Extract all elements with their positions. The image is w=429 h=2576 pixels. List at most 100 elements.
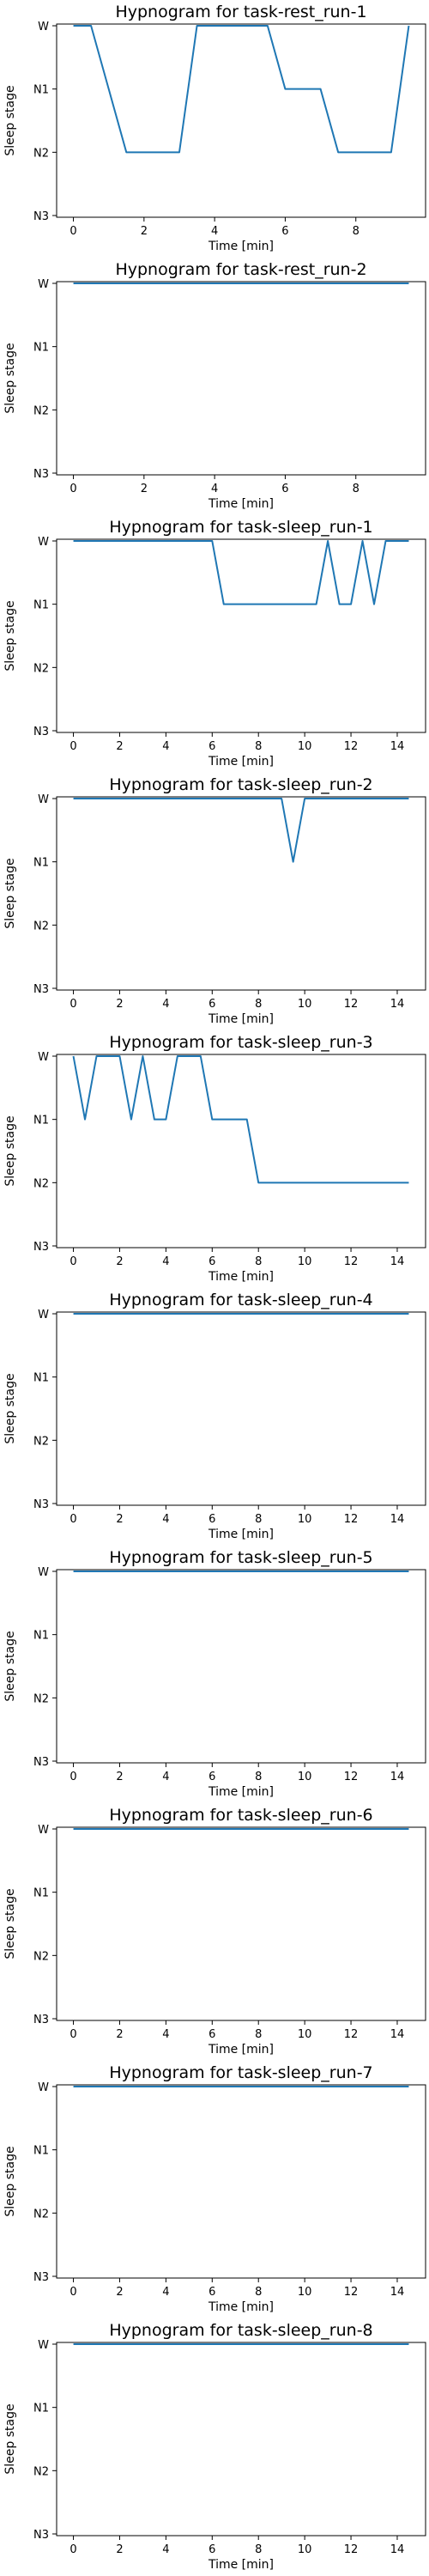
y-tick-label: W: [38, 1824, 49, 1837]
y-tick-label: W: [38, 1309, 49, 1321]
y-axis-label: Sleep stage: [3, 85, 17, 155]
x-tick-label: 6: [208, 2028, 215, 2041]
x-tick-label: 8: [255, 2286, 262, 2299]
plot-frame: [56, 23, 426, 218]
chart-title: Hypnogram for task-sleep_run-1: [109, 518, 372, 537]
x-tick-label: 0: [69, 2286, 76, 2299]
y-tick-label: N2: [33, 1692, 49, 1705]
x-tick-label: 14: [390, 2543, 405, 2556]
x-tick-label: 4: [162, 2286, 169, 2299]
x-tick-label: 2: [116, 2028, 123, 2041]
x-tick-label: 10: [298, 1771, 312, 1783]
x-tick-label: 0: [69, 1771, 76, 1783]
y-tick-label: N3: [33, 1498, 49, 1511]
x-tick-label: 10: [298, 740, 312, 753]
y-axis-label: Sleep stage: [3, 343, 17, 413]
x-tick-label: 12: [344, 2286, 359, 2299]
x-tick-label: 6: [208, 1255, 215, 1268]
y-tick-label: N1: [33, 2403, 49, 2415]
x-tick-label: 6: [208, 998, 215, 1011]
y-tick-label: N2: [33, 404, 49, 417]
x-tick-label: 6: [208, 1513, 215, 1526]
x-tick-label: 0: [69, 998, 76, 1011]
x-tick-label: 6: [281, 225, 288, 238]
chart-title: Hypnogram for task-sleep_run-8: [109, 2321, 372, 2340]
hypnogram-chart: Hypnogram for task-rest_run-2 0 2 4 6 8 W N1 N2 N…: [3, 260, 426, 511]
x-tick-label: 12: [344, 1513, 359, 1526]
x-axis-label: Time [min]: [208, 240, 274, 253]
y-tick-label: N2: [33, 147, 49, 160]
x-tick-label: 14: [390, 1771, 405, 1783]
y-tick-label: N2: [33, 920, 49, 933]
y-axis-label: Sleep stage: [3, 1888, 17, 1959]
x-axis-label: Time [min]: [208, 1270, 274, 1284]
x-tick-label: 10: [298, 2543, 312, 2556]
x-tick-label: 4: [162, 2543, 169, 2556]
y-tick-label: W: [38, 2081, 49, 2094]
x-tick-label: 2: [116, 740, 123, 753]
y-tick-label: W: [38, 278, 49, 291]
x-tick-label: 6: [208, 740, 215, 753]
hypnogram-line: [72, 1055, 409, 1184]
y-axis-label: Sleep stage: [3, 600, 17, 671]
x-tick-label: 14: [390, 998, 405, 1011]
x-tick-label: 6: [208, 2286, 215, 2299]
x-tick-label: 6: [281, 483, 288, 495]
chart-title: Hypnogram for task-sleep_run-3: [109, 1033, 372, 1052]
hypnogram-chart: Hypnogram for task-rest_run-1 0 2 4 6 8 W N1 N2 N…: [3, 3, 426, 253]
y-tick-label: N1: [33, 857, 49, 870]
x-tick-label: 12: [344, 1255, 359, 1268]
y-tick-label: W: [38, 1051, 49, 1064]
y-tick-label: N3: [33, 1756, 49, 1769]
x-tick-label: 8: [255, 740, 262, 753]
x-tick-label: 14: [390, 1513, 405, 1526]
x-tick-label: 12: [344, 2028, 359, 2041]
x-tick-label: 10: [298, 2286, 312, 2299]
y-tick-label: N3: [33, 2529, 49, 2542]
y-tick-label: N2: [33, 1177, 49, 1190]
y-axis-label: Sleep stage: [3, 2403, 17, 2474]
x-tick-label: 4: [162, 1255, 169, 1268]
x-axis-label: Time [min]: [208, 497, 274, 511]
plot-frame: [56, 538, 426, 733]
hypnogram-line: [73, 25, 410, 154]
y-axis-label: Sleep stage: [3, 1373, 17, 1443]
hypnogram-chart: Hypnogram for task-sleep_run-7 0 2 4 6 8 10 12 1…: [3, 2063, 426, 2314]
y-axis-label: Sleep stage: [3, 1631, 17, 1701]
x-axis-label: Time [min]: [208, 2558, 274, 2572]
y-tick-label: W: [38, 2339, 49, 2352]
chart-title: Hypnogram for task-sleep_run-5: [109, 1548, 372, 1567]
chart-title: Hypnogram for task-sleep_run-4: [109, 1291, 372, 1309]
x-tick-label: 6: [208, 2543, 215, 2556]
x-axis-label: Time [min]: [208, 2300, 274, 2314]
x-tick-label: 0: [69, 225, 76, 238]
y-tick-label: W: [38, 793, 49, 806]
hypnogram-chart: Hypnogram for task-sleep_run-1 0 2 4 6 8 10 12 1…: [3, 518, 426, 769]
hypnogram-chart: Hypnogram for task-sleep_run-8 0 2 4 6 8 10 12 1…: [3, 2321, 426, 2572]
y-tick-label: N1: [33, 2145, 49, 2158]
x-tick-label: 2: [116, 1771, 123, 1783]
x-tick-label: 8: [255, 1771, 262, 1783]
y-tick-label: N1: [33, 342, 49, 355]
x-tick-label: 14: [390, 1255, 405, 1268]
hypnogram-chart: Hypnogram for task-sleep_run-2 0 2 4 6 8 10 12 1…: [3, 775, 426, 1026]
x-tick-label: 14: [390, 2028, 405, 2041]
x-tick-label: 0: [69, 2543, 76, 2556]
x-axis-label: Time [min]: [208, 1785, 274, 1799]
chart-title: Hypnogram for task-sleep_run-2: [109, 775, 372, 794]
x-tick-label: 14: [390, 2286, 405, 2299]
plot-frame: [56, 1569, 426, 1764]
y-tick-label: N1: [33, 84, 49, 97]
x-tick-label: 2: [141, 483, 148, 495]
x-tick-label: 2: [116, 1255, 123, 1268]
y-tick-label: N3: [33, 726, 49, 738]
y-tick-label: N2: [33, 2465, 49, 2478]
x-tick-label: 10: [298, 1255, 312, 1268]
x-tick-label: 10: [298, 2028, 312, 2041]
y-tick-label: N2: [33, 2208, 49, 2221]
x-tick-label: 0: [69, 1513, 76, 1526]
y-tick-label: N2: [33, 662, 49, 675]
y-tick-label: N3: [33, 2271, 49, 2284]
hypnogram-line: [73, 798, 409, 863]
